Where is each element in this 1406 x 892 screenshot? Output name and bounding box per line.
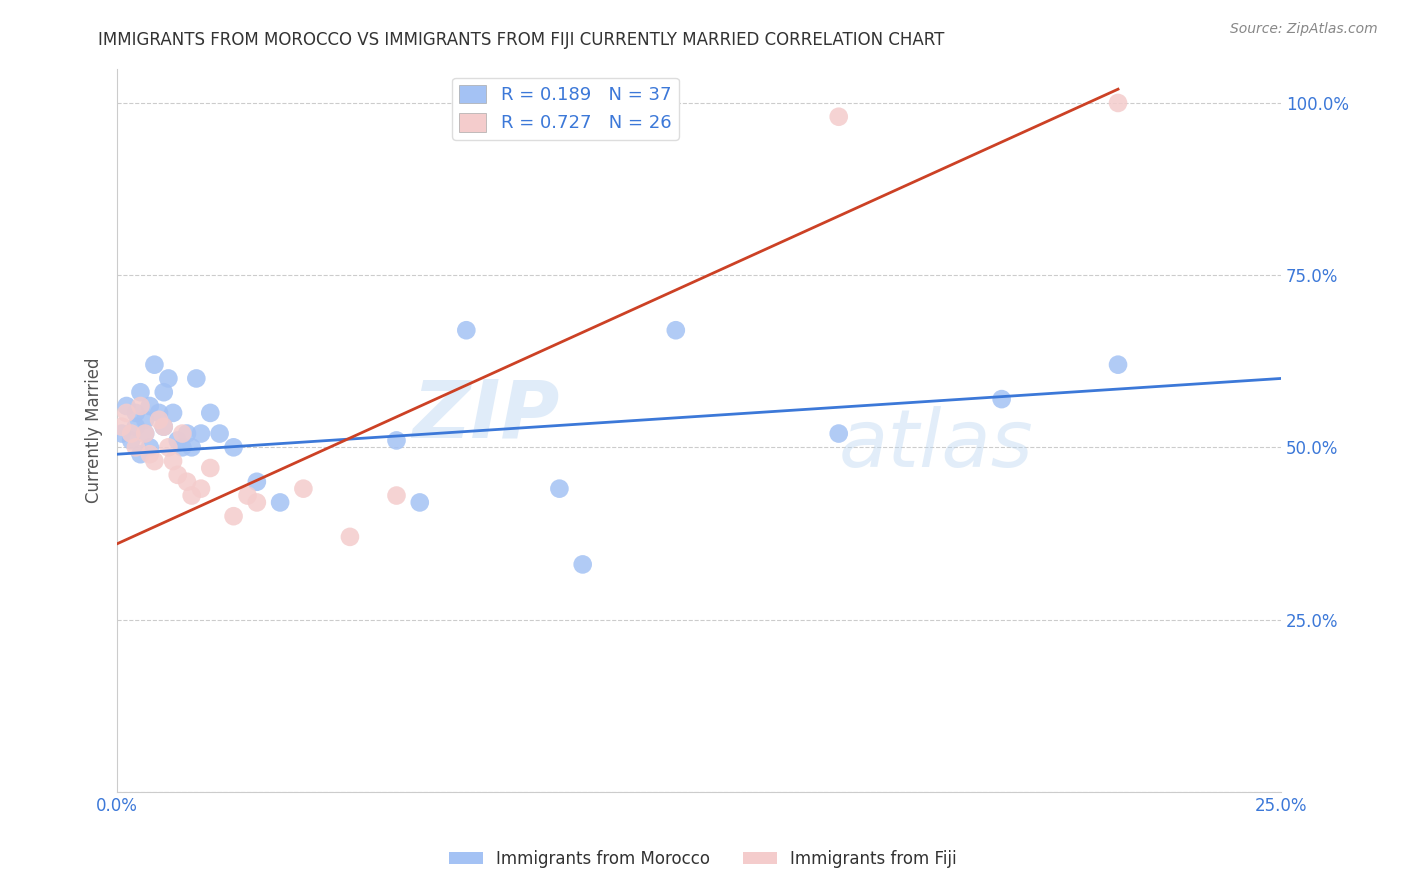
Text: Source: ZipAtlas.com: Source: ZipAtlas.com: [1230, 22, 1378, 37]
Text: atlas: atlas: [839, 406, 1033, 483]
Point: [129, 385, 152, 400]
Point: [139, 447, 162, 461]
Point: [176, 426, 198, 441]
Point: [152, 385, 174, 400]
Point: [148, 406, 170, 420]
Point: [139, 440, 162, 454]
Point: [125, 440, 148, 454]
Point: [125, 406, 148, 420]
Point: [134, 426, 156, 441]
Point: [269, 495, 291, 509]
Point: [125, 419, 148, 434]
Y-axis label: Currently Married: Currently Married: [86, 358, 103, 503]
Point: [222, 509, 245, 524]
Point: [828, 110, 851, 124]
Point: [143, 358, 166, 372]
Point: [120, 426, 142, 441]
Point: [166, 434, 188, 448]
Legend: R = 0.189   N = 37, R = 0.727   N = 26: R = 0.189 N = 37, R = 0.727 N = 26: [453, 78, 679, 140]
Point: [828, 426, 851, 441]
Point: [134, 413, 156, 427]
Point: [111, 426, 134, 441]
Point: [115, 399, 138, 413]
Point: [571, 558, 593, 572]
Point: [134, 426, 156, 441]
Point: [246, 475, 269, 489]
Point: [152, 419, 174, 434]
Point: [208, 426, 231, 441]
Point: [385, 434, 408, 448]
Point: [200, 461, 222, 475]
Point: [148, 413, 170, 427]
Point: [246, 495, 269, 509]
Point: [665, 323, 688, 337]
Point: [129, 399, 152, 413]
Point: [139, 399, 162, 413]
Point: [1107, 358, 1129, 372]
Point: [409, 495, 432, 509]
Point: [456, 323, 478, 337]
Point: [152, 419, 174, 434]
Point: [190, 482, 212, 496]
Point: [385, 489, 408, 503]
Point: [548, 482, 571, 496]
Point: [129, 447, 152, 461]
Point: [339, 530, 361, 544]
Text: IMMIGRANTS FROM MOROCCO VS IMMIGRANTS FROM FIJI CURRENTLY MARRIED CORRELATION CH: IMMIGRANTS FROM MOROCCO VS IMMIGRANTS FR…: [98, 31, 945, 49]
Point: [176, 475, 198, 489]
Text: ZIP: ZIP: [412, 376, 560, 455]
Point: [157, 371, 180, 385]
Point: [186, 371, 208, 385]
Point: [162, 406, 184, 420]
Point: [200, 406, 222, 420]
Point: [292, 482, 315, 496]
Point: [190, 426, 212, 441]
Point: [222, 440, 245, 454]
Point: [180, 489, 202, 503]
Point: [111, 419, 134, 434]
Point: [115, 406, 138, 420]
Point: [120, 434, 142, 448]
Legend: Immigrants from Morocco, Immigrants from Fiji: Immigrants from Morocco, Immigrants from…: [443, 844, 963, 875]
Point: [990, 392, 1012, 406]
Point: [1107, 95, 1129, 110]
Point: [166, 467, 188, 482]
Point: [172, 426, 194, 441]
Point: [162, 454, 184, 468]
Point: [236, 489, 259, 503]
Point: [143, 454, 166, 468]
Point: [172, 440, 194, 454]
Point: [157, 440, 180, 454]
Point: [180, 440, 202, 454]
